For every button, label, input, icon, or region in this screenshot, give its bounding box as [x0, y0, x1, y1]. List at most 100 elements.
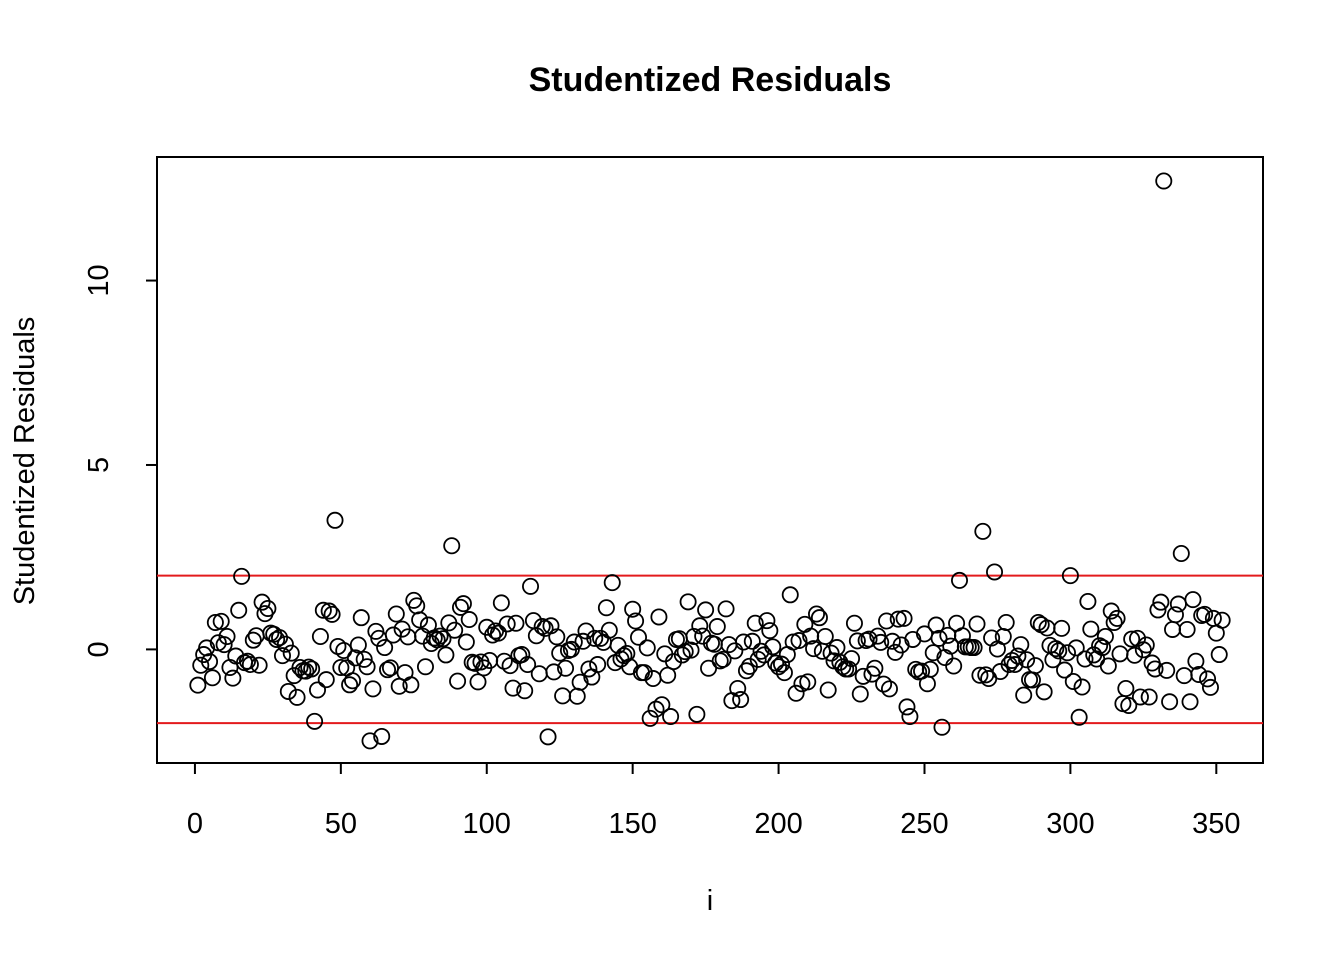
data-point — [1196, 605, 1214, 623]
data-point — [309, 681, 327, 699]
data-point — [341, 676, 359, 694]
data-point — [1073, 678, 1091, 696]
data-point — [700, 659, 718, 677]
data-point — [233, 567, 251, 585]
data-point — [198, 639, 216, 657]
data-point — [1123, 630, 1141, 648]
data-point — [323, 605, 341, 623]
data-point — [1070, 708, 1088, 726]
data-point — [1099, 657, 1117, 675]
data-point — [519, 656, 537, 674]
y-axis: 0 5 10 — [83, 264, 158, 657]
x-tick-label: 300 — [1046, 808, 1094, 840]
data-point — [495, 652, 513, 670]
data-point — [1015, 686, 1033, 704]
data-point — [454, 595, 472, 613]
data-point — [808, 605, 826, 623]
data-point — [781, 586, 799, 604]
data-point — [600, 621, 618, 639]
data-point — [306, 712, 324, 730]
data-point — [889, 610, 907, 628]
data-point — [866, 659, 884, 677]
data-point — [300, 658, 318, 676]
data-point — [557, 659, 575, 677]
x-tick-label: 0 — [187, 808, 203, 840]
data-point — [358, 658, 376, 676]
data-point — [516, 682, 534, 700]
data-point — [203, 669, 221, 687]
data-point — [431, 627, 449, 645]
data-point — [927, 616, 945, 634]
data-point — [840, 660, 858, 678]
data-point — [238, 652, 256, 670]
data-point — [498, 615, 516, 633]
data-point — [679, 593, 697, 611]
data-point — [1131, 688, 1149, 706]
data-point — [1061, 567, 1079, 585]
data-point — [443, 537, 461, 555]
data-point — [1152, 593, 1170, 611]
data-point — [373, 727, 391, 745]
y-tick-label: 10 — [83, 264, 115, 296]
data-point — [273, 647, 291, 665]
data-point — [1053, 619, 1071, 637]
data-point — [848, 632, 866, 650]
data-point — [682, 641, 700, 659]
data-point — [1105, 613, 1123, 631]
data-point — [878, 612, 896, 630]
data-point — [434, 630, 452, 648]
data-point — [653, 696, 671, 714]
data-point — [717, 600, 735, 618]
data-point — [673, 646, 691, 664]
x-tick-label: 200 — [754, 808, 802, 840]
data-point — [650, 608, 668, 626]
data-point — [761, 622, 779, 640]
data-point — [201, 653, 219, 671]
data-point — [945, 657, 963, 675]
data-point — [965, 639, 983, 657]
data-point — [898, 698, 916, 716]
data-point — [735, 633, 753, 651]
data-point — [930, 629, 948, 647]
data-point — [974, 522, 992, 540]
data-point — [1108, 609, 1126, 627]
data-point — [259, 599, 277, 617]
data-point — [460, 611, 478, 629]
y-axis-label: Studentized Residuals — [9, 317, 41, 606]
data-point — [1146, 660, 1164, 678]
data-point — [522, 577, 540, 595]
data-point — [872, 633, 890, 651]
data-point — [530, 665, 548, 683]
data-point — [1056, 661, 1074, 679]
data-point — [349, 636, 367, 654]
data-point — [244, 631, 262, 649]
data-point — [635, 664, 653, 682]
data-point — [1187, 652, 1205, 670]
data-point — [247, 627, 265, 645]
data-point — [822, 644, 840, 662]
data-point — [1012, 636, 1030, 654]
data-point — [816, 627, 834, 645]
data-point — [641, 709, 659, 727]
data-point — [895, 609, 913, 627]
data-point — [951, 571, 969, 589]
data-point — [810, 609, 828, 627]
data-point — [551, 644, 569, 662]
data-point — [1158, 661, 1176, 679]
data-point — [697, 601, 715, 619]
data-point — [408, 597, 426, 615]
data-point — [627, 612, 645, 630]
data-point — [268, 630, 286, 648]
data-point — [685, 627, 703, 645]
data-point — [568, 687, 586, 705]
data-point — [1161, 693, 1179, 711]
data-point — [314, 601, 332, 619]
data-point — [726, 642, 744, 660]
data-point — [1047, 640, 1065, 658]
data-point — [332, 658, 350, 676]
data-point — [241, 656, 259, 674]
data-point — [346, 649, 364, 667]
data-point — [1201, 678, 1219, 696]
data-point — [743, 632, 761, 650]
data-point — [501, 657, 519, 675]
